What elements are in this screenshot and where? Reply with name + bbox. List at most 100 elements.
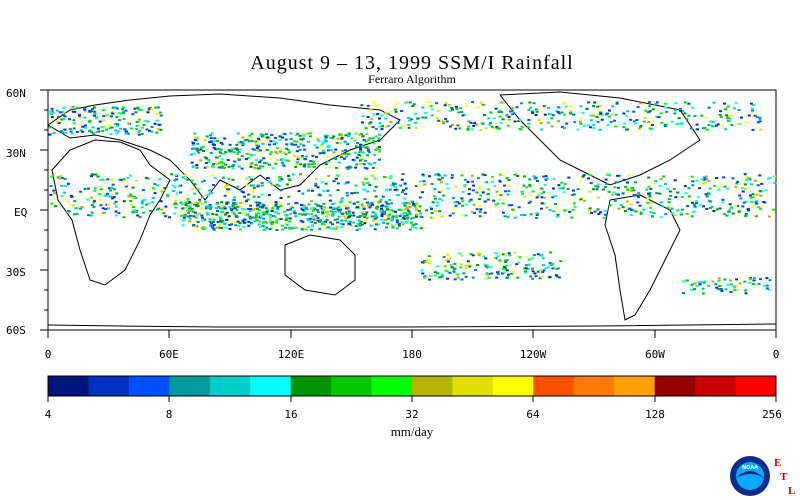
rain-pixel	[343, 216, 347, 219]
rain-pixel	[369, 163, 373, 166]
rain-pixel	[647, 176, 651, 179]
rain-pixel	[446, 187, 450, 190]
rain-pixel	[326, 189, 330, 192]
rain-pixel	[342, 211, 346, 214]
rain-pixel	[614, 181, 618, 184]
rain-pixel	[227, 215, 231, 218]
rain-pixel	[511, 208, 515, 211]
rain-pixel	[327, 175, 331, 177]
rain-pixel	[326, 210, 330, 213]
rain-pixel	[517, 206, 521, 209]
rain-pixel	[492, 127, 496, 130]
rain-pixel	[72, 119, 76, 122]
rain-pixel	[489, 122, 492, 124]
rain-pixel	[461, 204, 464, 207]
rain-pixel	[596, 114, 600, 116]
rain-pixel	[516, 175, 520, 177]
rain-pixel	[210, 226, 214, 229]
rain-pixel	[464, 203, 468, 206]
rain-pixel	[515, 106, 519, 109]
rain-pixel	[595, 115, 599, 118]
rain-pixel	[493, 205, 497, 208]
rain-pixel	[192, 152, 196, 155]
rain-pixel	[607, 115, 611, 118]
rain-pixel	[232, 164, 236, 166]
rain-pixel	[119, 178, 123, 181]
rain-pixel	[228, 228, 232, 230]
rain-pixel	[258, 167, 262, 170]
rain-pixel	[256, 204, 260, 206]
rain-pixel	[291, 173, 295, 176]
rain-pixel	[322, 207, 326, 210]
rain-pixel	[212, 223, 216, 226]
rain-pixel	[347, 215, 351, 218]
rain-pixel	[121, 180, 125, 183]
rain-pixel	[680, 196, 684, 198]
rain-pixel	[404, 187, 408, 190]
rain-pixel	[95, 117, 99, 120]
colorbar-segment	[452, 376, 494, 396]
colorbar-segment	[412, 376, 453, 396]
rain-pixel	[401, 202, 405, 205]
lon-label-120w: 120W	[520, 348, 547, 361]
rain-pixel	[743, 289, 747, 292]
rain-pixel	[589, 126, 592, 129]
rain-pixel	[214, 148, 218, 151]
rain-pixel	[734, 101, 738, 104]
rain-pixel	[203, 156, 207, 159]
rain-pixel	[435, 102, 439, 105]
rain-pixel	[306, 189, 310, 192]
rain-pixel	[89, 175, 93, 178]
rain-pixel	[448, 109, 452, 112]
rain-pixel	[360, 145, 364, 148]
rain-pixel	[562, 191, 566, 194]
rain-pixel	[221, 176, 225, 179]
rain-pixel	[332, 180, 336, 183]
rain-pixel	[757, 282, 761, 285]
rain-pixel	[430, 108, 434, 111]
rain-pixel	[366, 149, 370, 152]
rain-pixel	[752, 283, 755, 285]
rain-pixel	[228, 143, 232, 146]
rain-pixel	[144, 120, 148, 122]
rain-pixel	[243, 208, 246, 211]
rain-pixel	[398, 126, 402, 129]
rain-pixel	[387, 214, 391, 217]
rain-pixel	[685, 279, 689, 282]
rain-pixel	[373, 228, 377, 231]
rain-pixel	[240, 208, 244, 211]
rain-pixel	[285, 183, 289, 186]
rain-pixel	[253, 148, 257, 151]
rain-pixel	[273, 143, 277, 146]
rain-pixel	[492, 258, 496, 261]
rain-pixel	[689, 127, 693, 130]
rain-pixel	[127, 195, 131, 198]
rain-pixel	[75, 106, 79, 109]
rain-pixel	[347, 210, 351, 213]
rain-pixel	[475, 123, 479, 126]
rain-pixel	[636, 201, 640, 204]
rain-pixel	[259, 149, 263, 152]
rain-pixel	[300, 228, 304, 230]
rain-pixel	[242, 221, 246, 224]
rain-pixel	[651, 124, 654, 126]
rain-pixel	[135, 128, 139, 130]
rain-pixel	[648, 105, 652, 108]
lon-label-180: 180	[402, 348, 422, 361]
rain-pixel	[674, 196, 678, 199]
rain-pixel	[349, 224, 353, 227]
rain-pixel	[423, 275, 427, 277]
rain-pixel	[567, 176, 571, 179]
rain-pixel	[87, 187, 90, 190]
rain-pixel	[351, 158, 355, 161]
rain-pixel	[278, 150, 282, 153]
rain-pixel	[573, 121, 577, 124]
rain-pixel	[450, 266, 454, 269]
rain-pixel	[328, 166, 332, 169]
rain-pixel	[247, 224, 251, 227]
rain-pixel	[750, 107, 754, 110]
rain-pixel	[572, 193, 576, 196]
rain-pixel	[414, 215, 418, 218]
rain-pixel	[276, 201, 280, 204]
rain-pixel	[388, 213, 392, 216]
